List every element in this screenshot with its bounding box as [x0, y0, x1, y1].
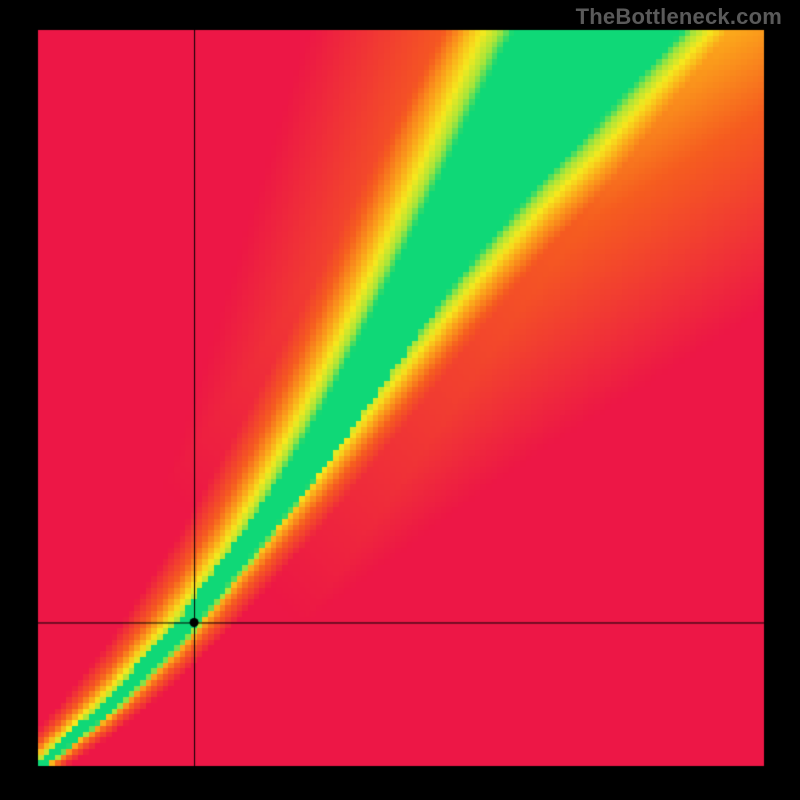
chart-container: TheBottleneck.com — [0, 0, 800, 800]
watermark-text: TheBottleneck.com — [576, 4, 782, 30]
heatmap-canvas — [0, 0, 800, 800]
